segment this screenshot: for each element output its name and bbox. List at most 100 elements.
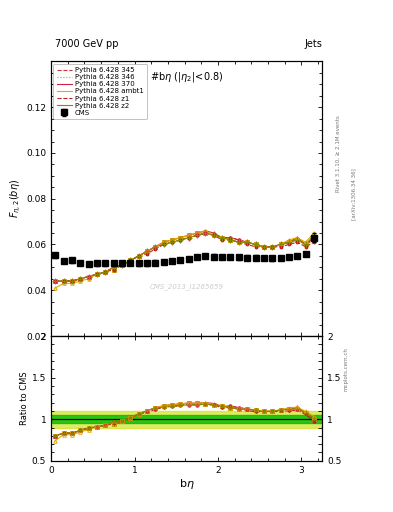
Pythia 6.428 346 <box>253 242 258 248</box>
Pythia 6.428 345 <box>312 237 316 243</box>
Pythia 6.428 345 <box>170 239 174 245</box>
Pythia 6.428 ambt1 <box>203 228 208 234</box>
Pythia 6.428 z2 <box>162 242 166 248</box>
Pythia 6.428 z1 <box>61 278 66 284</box>
Pythia 6.428 370 <box>53 278 58 284</box>
Pythia 6.428 346 <box>170 237 174 243</box>
Pythia 6.428 z2 <box>228 237 233 243</box>
Pythia 6.428 ambt1 <box>170 237 174 243</box>
Pythia 6.428 345 <box>228 234 233 241</box>
Pythia 6.428 z2 <box>70 278 74 284</box>
Pythia 6.428 ambt1 <box>186 232 191 239</box>
Pythia 6.428 z2 <box>211 232 216 239</box>
Pythia 6.428 z2 <box>253 242 258 248</box>
Pythia 6.428 z2 <box>270 244 275 250</box>
Pythia 6.428 z2 <box>61 278 66 284</box>
Pythia 6.428 z1 <box>145 250 149 257</box>
Pythia 6.428 346 <box>303 242 308 248</box>
Pythia 6.428 346 <box>278 242 283 248</box>
Pythia 6.428 345 <box>119 262 124 268</box>
Pythia 6.428 ambt1 <box>53 285 58 291</box>
Pythia 6.428 ambt1 <box>245 239 250 245</box>
Pythia 6.428 370 <box>178 234 183 241</box>
Pythia 6.428 370 <box>220 234 224 241</box>
Pythia 6.428 370 <box>70 278 74 284</box>
Pythia 6.428 346 <box>220 234 224 241</box>
Pythia 6.428 z1 <box>119 262 124 268</box>
Pythia 6.428 346 <box>211 232 216 239</box>
Pythia 6.428 370 <box>278 242 283 248</box>
Pythia 6.428 ambt1 <box>220 234 224 241</box>
Pythia 6.428 370 <box>95 271 99 278</box>
Pythia 6.428 ambt1 <box>178 234 183 241</box>
Bar <box>51 415 322 423</box>
Pythia 6.428 ambt1 <box>286 237 291 243</box>
Pythia 6.428 z1 <box>78 276 83 282</box>
Pythia 6.428 z1 <box>170 239 174 245</box>
Pythia 6.428 345 <box>128 258 133 264</box>
Pythia 6.428 z1 <box>220 237 224 243</box>
Line: Pythia 6.428 370: Pythia 6.428 370 <box>55 231 314 281</box>
Pythia 6.428 345 <box>95 271 99 278</box>
Pythia 6.428 346 <box>186 232 191 239</box>
Y-axis label: Ratio to CMS: Ratio to CMS <box>20 372 29 425</box>
Pythia 6.428 346 <box>119 262 124 268</box>
Line: Pythia 6.428 ambt1: Pythia 6.428 ambt1 <box>55 231 314 288</box>
Pythia 6.428 370 <box>145 248 149 254</box>
Pythia 6.428 346 <box>86 273 91 280</box>
Pythia 6.428 ambt1 <box>278 242 283 248</box>
Pythia 6.428 z2 <box>128 258 133 264</box>
Pythia 6.428 z1 <box>70 278 74 284</box>
Pythia 6.428 z2 <box>103 269 108 275</box>
Pythia 6.428 346 <box>136 253 141 259</box>
Pythia 6.428 345 <box>278 242 283 248</box>
Pythia 6.428 z2 <box>261 244 266 250</box>
Pythia 6.428 346 <box>153 244 158 250</box>
Text: #b$\eta$ ($|\eta_2|$<0.8): #b$\eta$ ($|\eta_2|$<0.8) <box>150 70 223 83</box>
Pythia 6.428 ambt1 <box>70 280 74 286</box>
Pythia 6.428 346 <box>245 239 250 245</box>
Pythia 6.428 ambt1 <box>270 244 275 250</box>
Pythia 6.428 z1 <box>203 230 208 236</box>
Pythia 6.428 z2 <box>295 237 299 243</box>
Pythia 6.428 345 <box>286 239 291 245</box>
Pythia 6.428 370 <box>103 269 108 275</box>
Pythia 6.428 z2 <box>312 232 316 239</box>
Pythia 6.428 346 <box>237 239 241 245</box>
Pythia 6.428 z2 <box>195 232 200 239</box>
Pythia 6.428 345 <box>153 244 158 250</box>
Line: Pythia 6.428 345: Pythia 6.428 345 <box>55 233 314 281</box>
Pythia 6.428 ambt1 <box>145 248 149 254</box>
Pythia 6.428 z1 <box>103 269 108 275</box>
Pythia 6.428 ambt1 <box>153 244 158 250</box>
Pythia 6.428 370 <box>136 253 141 259</box>
Pythia 6.428 z2 <box>286 239 291 245</box>
Pythia 6.428 370 <box>286 239 291 245</box>
Pythia 6.428 346 <box>145 248 149 254</box>
Pythia 6.428 z2 <box>78 276 83 282</box>
Pythia 6.428 370 <box>237 237 241 243</box>
Pythia 6.428 ambt1 <box>119 262 124 268</box>
Pythia 6.428 z2 <box>53 278 58 284</box>
Pythia 6.428 345 <box>53 278 58 284</box>
Text: CMS_2013_I1265659: CMS_2013_I1265659 <box>150 283 224 290</box>
Pythia 6.428 370 <box>186 232 191 239</box>
Pythia 6.428 z2 <box>278 242 283 248</box>
Pythia 6.428 z1 <box>136 253 141 259</box>
Line: Pythia 6.428 z1: Pythia 6.428 z1 <box>55 233 314 281</box>
Pythia 6.428 ambt1 <box>303 239 308 245</box>
Pythia 6.428 346 <box>78 276 83 282</box>
Pythia 6.428 z1 <box>128 258 133 264</box>
Pythia 6.428 370 <box>61 278 66 284</box>
Pythia 6.428 ambt1 <box>162 239 166 245</box>
Pythia 6.428 346 <box>178 234 183 241</box>
Pythia 6.428 346 <box>295 237 299 243</box>
Pythia 6.428 345 <box>245 239 250 245</box>
Pythia 6.428 ambt1 <box>86 276 91 282</box>
Pythia 6.428 346 <box>312 234 316 241</box>
Pythia 6.428 345 <box>103 269 108 275</box>
Pythia 6.428 ambt1 <box>128 258 133 264</box>
Bar <box>51 411 322 428</box>
Pythia 6.428 370 <box>245 239 250 245</box>
Pythia 6.428 ambt1 <box>312 230 316 236</box>
